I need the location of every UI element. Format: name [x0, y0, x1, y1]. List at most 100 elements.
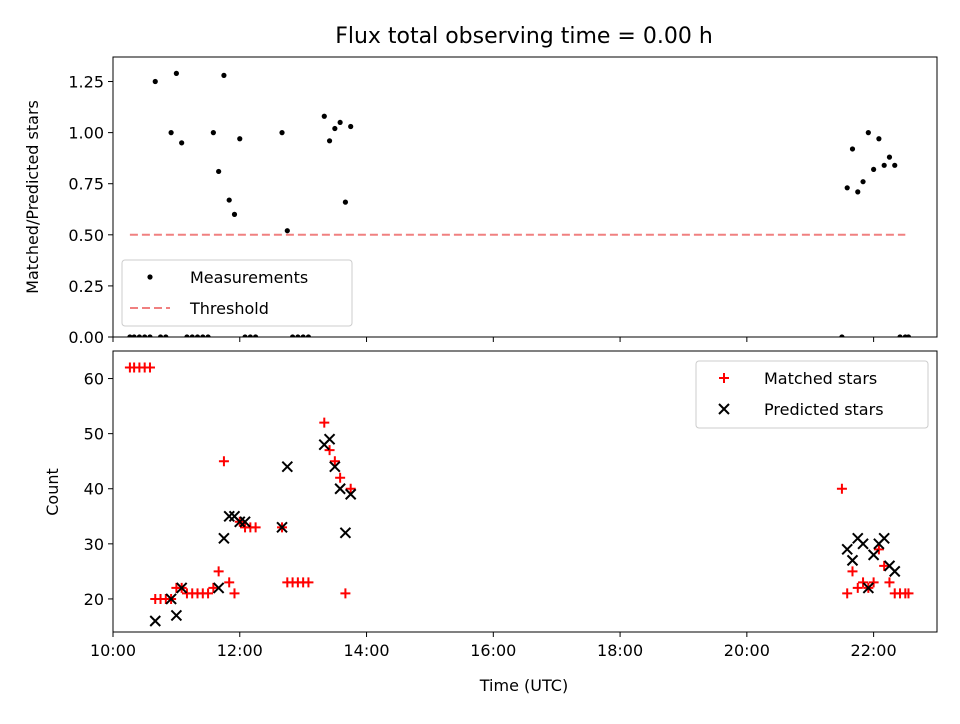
- matched-star-point: [324, 445, 335, 456]
- measurement-point: [226, 197, 232, 203]
- measurement-point: [179, 140, 185, 146]
- measurement-point: [876, 136, 882, 142]
- measurement-point: [152, 78, 158, 85]
- measurement-point: [142, 334, 148, 337]
- legend-label: Threshold: [189, 299, 269, 318]
- matched-star-point: [858, 577, 869, 588]
- predicted-star-point: [344, 488, 357, 500]
- matched-star-point: [842, 588, 853, 599]
- predicted-star-point: [170, 609, 183, 622]
- y-tick-label: 20: [84, 590, 104, 609]
- matched-star-point: [144, 362, 155, 373]
- x-tick-label: 12:00: [217, 641, 263, 660]
- x-tick-label: 18:00: [597, 641, 643, 660]
- predicted-star-point: [323, 433, 336, 445]
- predicted-star-point: [239, 516, 251, 528]
- measurement-point: [284, 228, 290, 234]
- matched-star-point: [229, 588, 240, 599]
- measurement-point: [305, 334, 312, 337]
- measurement-point: [147, 334, 153, 337]
- predicted-star-point: [329, 460, 341, 473]
- measurement-point: [289, 334, 296, 337]
- matched-star-point: [224, 577, 235, 588]
- measurement-point: [194, 334, 201, 337]
- matched-star-point: [879, 560, 890, 571]
- measurement-point: [342, 199, 349, 205]
- measurement-point: [849, 146, 856, 152]
- y-tick-label: 0.25: [68, 277, 104, 296]
- matched-star-point: [873, 544, 884, 555]
- y-tick-label: 0.75: [68, 175, 104, 194]
- x-tick-label: 22:00: [851, 641, 897, 660]
- matched-star-point: [903, 588, 914, 599]
- matched-star-point: [329, 456, 340, 467]
- matched-star-point: [303, 577, 314, 588]
- measurement-point: [242, 334, 248, 337]
- matched-star-point: [340, 588, 351, 599]
- matched-star-point: [335, 472, 346, 483]
- predicted-star-point: [862, 582, 875, 594]
- legend-x-swatch: [718, 403, 730, 415]
- x-tick-label: 16:00: [470, 641, 516, 660]
- predicted-star-point: [867, 549, 880, 561]
- matched-star-point: [852, 582, 863, 593]
- measurement-point: [897, 334, 903, 337]
- predicted-star-point: [846, 554, 859, 567]
- predicted-star-point: [841, 543, 853, 556]
- legend: Measurements Threshold: [121, 259, 353, 327]
- measurement-point: [173, 70, 179, 76]
- measurement-point: [163, 334, 169, 337]
- predicted-star-point: [857, 538, 869, 550]
- matched-star-point: [218, 456, 229, 467]
- chart-title: Flux total observing time = 0.00 h: [335, 24, 713, 49]
- measurement-point: [892, 162, 898, 168]
- axes-frame: [112, 56, 938, 338]
- matched-star-point: [208, 582, 219, 593]
- measurement-point: [332, 125, 338, 132]
- measurement-point: [855, 189, 861, 195]
- y-tick-label: 50: [84, 425, 104, 444]
- measurement-point: [865, 130, 871, 136]
- legend-box: [121, 259, 353, 327]
- predicted-star-point: [212, 582, 225, 594]
- matched-star-point: [203, 588, 214, 599]
- legend: Matched stars Predicted stars: [695, 360, 929, 429]
- measurement-point: [221, 72, 227, 78]
- x-tick-label: 14:00: [343, 641, 389, 660]
- measurement-point: [886, 154, 893, 160]
- measurement-point: [205, 334, 211, 337]
- measurement-point: [136, 334, 143, 337]
- matched-star-point: [884, 577, 895, 588]
- predicted-star-point: [276, 521, 288, 534]
- y-tick-label: 30: [84, 535, 104, 554]
- predicted-star-point: [175, 582, 188, 594]
- matched-star-point: [213, 566, 224, 577]
- predicted-star-point: [149, 615, 161, 627]
- measurement-point: [184, 334, 190, 337]
- legend-plus-swatch: [719, 373, 729, 383]
- predicted-star-point: [334, 483, 346, 495]
- y-tick-label: 40: [84, 480, 104, 499]
- measurement-point: [168, 130, 174, 136]
- predicted-star-point: [878, 532, 890, 545]
- measurement-point: [131, 334, 137, 337]
- y-tick-label: 1.25: [68, 73, 104, 92]
- measurement-point: [839, 334, 845, 337]
- x-tick-label: 10:00: [90, 641, 136, 660]
- matched-star-point: [250, 522, 261, 533]
- legend-box: [695, 360, 929, 429]
- predicted-star-point: [165, 593, 177, 605]
- measurement-point: [189, 334, 195, 337]
- legend-label: Matched stars: [764, 369, 877, 388]
- matched-star-point: [319, 417, 330, 428]
- measurement-point: [295, 334, 301, 337]
- measurement-point: [300, 334, 306, 337]
- y-tick-label: 0.50: [68, 226, 104, 245]
- measurement-point: [881, 162, 887, 168]
- measurement-point: [326, 138, 333, 144]
- measurement-point: [127, 334, 133, 337]
- measurement-point: [871, 166, 877, 173]
